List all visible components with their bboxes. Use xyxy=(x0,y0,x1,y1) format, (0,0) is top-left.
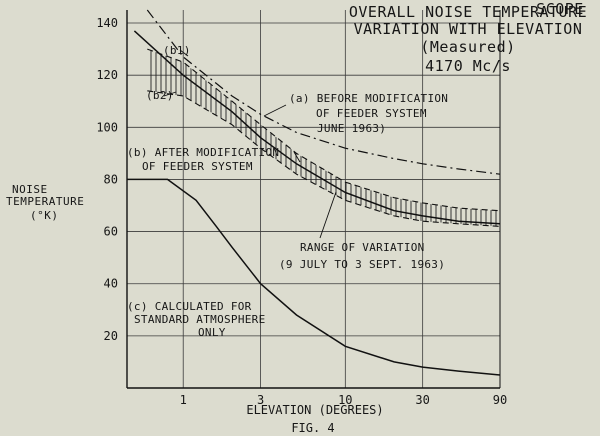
x-tick-label: 90 xyxy=(493,393,507,407)
x-tick-label: 10 xyxy=(338,393,352,407)
curve-label-b2-leader xyxy=(163,91,177,97)
annotation-range-line: (9 JULY TO 3 SEPT. 1963) xyxy=(279,258,445,271)
curve-label-b2: (b2) xyxy=(146,89,174,102)
chart-labels: 1 3 10 30 90 20 40 60 80 100 120 140 (b1) (b2) SCOPEOV… xyxy=(6,0,587,435)
series-line-b-lower xyxy=(147,90,501,227)
y-tick-label: 20 xyxy=(104,329,118,343)
plot-area xyxy=(127,9,501,376)
x-tick-label: 1 xyxy=(180,393,187,407)
y-tick-label: 140 xyxy=(96,16,118,30)
y-tick-label: 80 xyxy=(104,172,118,186)
annotation-a-line: OF FEEDER SYSTEM xyxy=(316,107,427,120)
y-tick-label: 40 xyxy=(104,277,118,291)
y-axis-label-line: TEMPERATURE xyxy=(6,195,84,208)
x-tick-label: 3 xyxy=(257,393,264,407)
curve-label-b1: (b1) xyxy=(163,44,191,57)
chart-title-line: 4170 Mc/s xyxy=(425,57,511,75)
series-line-b-upper xyxy=(147,48,501,212)
annotation-a-line: JUNE 1963) xyxy=(317,122,386,135)
x-axis-label: ELEVATION (DEGREES) xyxy=(246,403,383,417)
annotation-range-leader xyxy=(319,191,337,239)
annotation-range-line: RANGE OF VARIATION xyxy=(300,241,425,254)
chart-title-line: OVERALL NOISE TEMPERATURE xyxy=(349,3,587,21)
annotation-b-line: OF FEEDER SYSTEM xyxy=(142,160,253,173)
annotation-a-line: (a) BEFORE MODIFICATION xyxy=(289,92,448,105)
y-axis-label-line: (°K) xyxy=(30,209,59,222)
annotation-a-leader xyxy=(263,104,287,117)
annotation-c-line: (c) CALCULATED FOR xyxy=(127,300,252,313)
chart-title-line: SCOPE xyxy=(536,0,584,18)
range-of-variation-hatch xyxy=(147,49,501,227)
y-tick-label: 120 xyxy=(96,68,118,82)
annotation-c-line: STANDARD ATMOSPHERE xyxy=(134,313,266,326)
y-axis-label-line: NOISE xyxy=(12,183,48,196)
series-line-a xyxy=(146,9,501,175)
annotation-b-line: (b) AFTER MODIFICATION xyxy=(127,146,279,159)
figure-label: FIG. 4 xyxy=(291,421,334,435)
annotation-c-line: ONLY xyxy=(198,326,226,339)
curve-label-b1-leader xyxy=(179,49,189,57)
y-tick-label: 100 xyxy=(96,120,118,134)
axes xyxy=(126,10,501,389)
chart-title-line: (Measured) xyxy=(420,38,515,56)
annotation-b-leader xyxy=(293,151,301,163)
x-tick-label: 30 xyxy=(415,393,429,407)
y-tick-label: 60 xyxy=(104,225,118,239)
series-line-c xyxy=(127,178,501,376)
chart-title-line: VARIATION WITH ELEVATION xyxy=(354,20,583,38)
series-line-b-mid xyxy=(133,30,501,225)
